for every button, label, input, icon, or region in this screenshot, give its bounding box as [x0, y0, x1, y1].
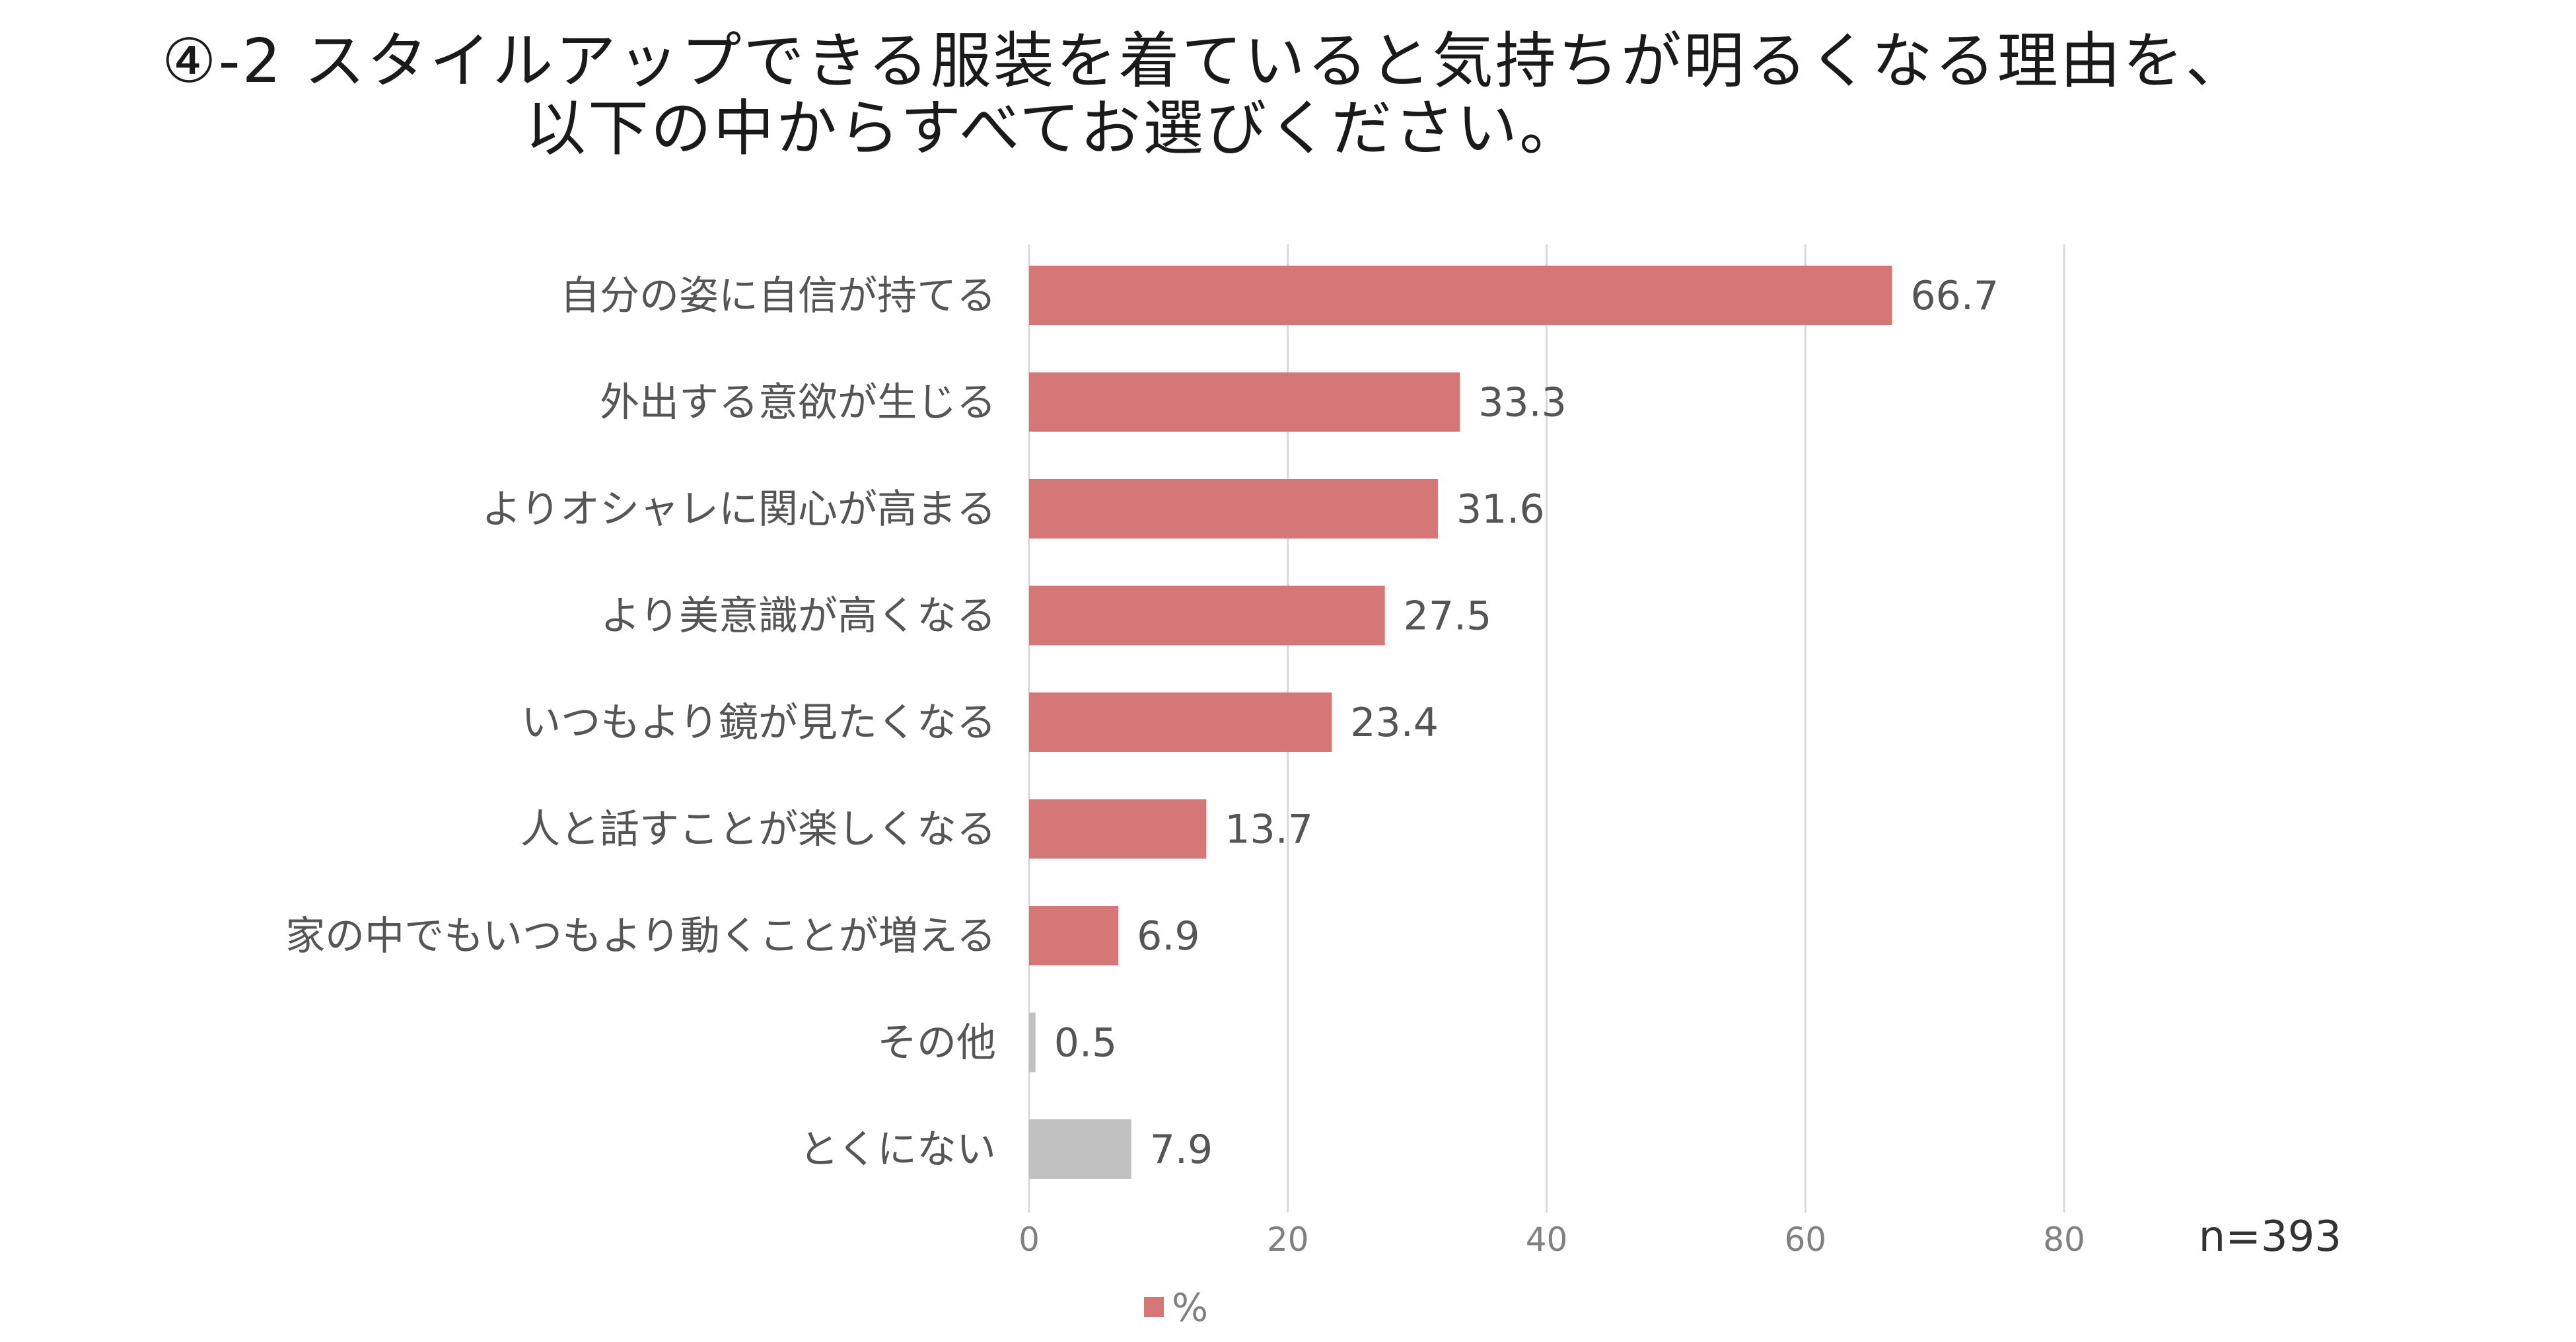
category-label-5: いつもより鏡が見たくなる	[521, 700, 996, 746]
chart-title: ④-2 スタイルアップできる服装を着ていると気持ちが明るくなる理由を、 以下の中…	[0, 0, 2576, 198]
value-label-5: 23.4	[1350, 700, 1439, 746]
x-tick-label-0: 0	[1019, 1220, 1040, 1259]
bar-5	[1029, 692, 1332, 752]
value-labels: 66.7 33.3 31.6 27.5 23.4 13.7 6.9 0.5 7.9	[1054, 273, 1999, 1173]
category-label-9: とくにない	[799, 1127, 996, 1173]
category-label-4: より美意識が高くなる	[600, 593, 996, 640]
chart-title-line-1: ④-2 スタイルアップできる服装を着ていると気持ちが明るくなる理由を、	[162, 26, 2248, 96]
x-tick-label-60: 60	[1784, 1220, 1826, 1259]
bar-6	[1029, 799, 1207, 859]
bar-2	[1029, 372, 1460, 432]
category-label-8: その他	[877, 1020, 996, 1066]
value-label-7: 6.9	[1137, 913, 1199, 959]
bar-4	[1029, 585, 1385, 646]
category-labels: 自分の姿に自信が持てる外出する意欲が生じるよりオシャレに関心が高まるより美意識が…	[285, 273, 996, 1173]
value-label-9: 7.9	[1150, 1127, 1213, 1173]
bar-3	[1029, 479, 1438, 539]
bar-1	[1029, 266, 1892, 325]
x-tick-label-80: 80	[2043, 1220, 2085, 1259]
value-label-2: 33.3	[1478, 380, 1567, 426]
value-label-1: 66.7	[1910, 273, 1999, 319]
bar-7	[1029, 906, 1119, 965]
sample-size-label: n=393	[2199, 1212, 2342, 1261]
category-label-2: 外出する意欲が生じる	[600, 380, 996, 426]
category-label-1: 自分の姿に自信が持てる	[560, 273, 996, 319]
bar-8	[1029, 1012, 1036, 1072]
bar-9	[1029, 1119, 1131, 1179]
category-label-6: 人と話すことが楽しくなる	[520, 807, 996, 853]
legend: %	[1144, 1285, 1208, 1330]
value-label-6: 13.7	[1225, 807, 1313, 853]
legend-label: %	[1172, 1285, 1208, 1330]
legend-swatch	[1144, 1297, 1164, 1317]
x-tick-label-40: 40	[1526, 1220, 1568, 1259]
x-axis-ticks: 0 20 40 60 80	[1019, 1220, 2085, 1259]
chart-title-line-2: 以下の中からすべてお選びください。	[525, 93, 1583, 164]
value-label-4: 27.5	[1404, 593, 1492, 640]
category-label-7: 家の中でもいつもより動くことが増える	[285, 913, 996, 959]
bars	[1029, 266, 1892, 1179]
value-label-3: 31.6	[1456, 486, 1545, 533]
category-label-3: よりオシャレに関心が高まる	[482, 486, 996, 533]
x-tick-label-20: 20	[1267, 1220, 1309, 1259]
value-label-8: 0.5	[1054, 1020, 1117, 1066]
